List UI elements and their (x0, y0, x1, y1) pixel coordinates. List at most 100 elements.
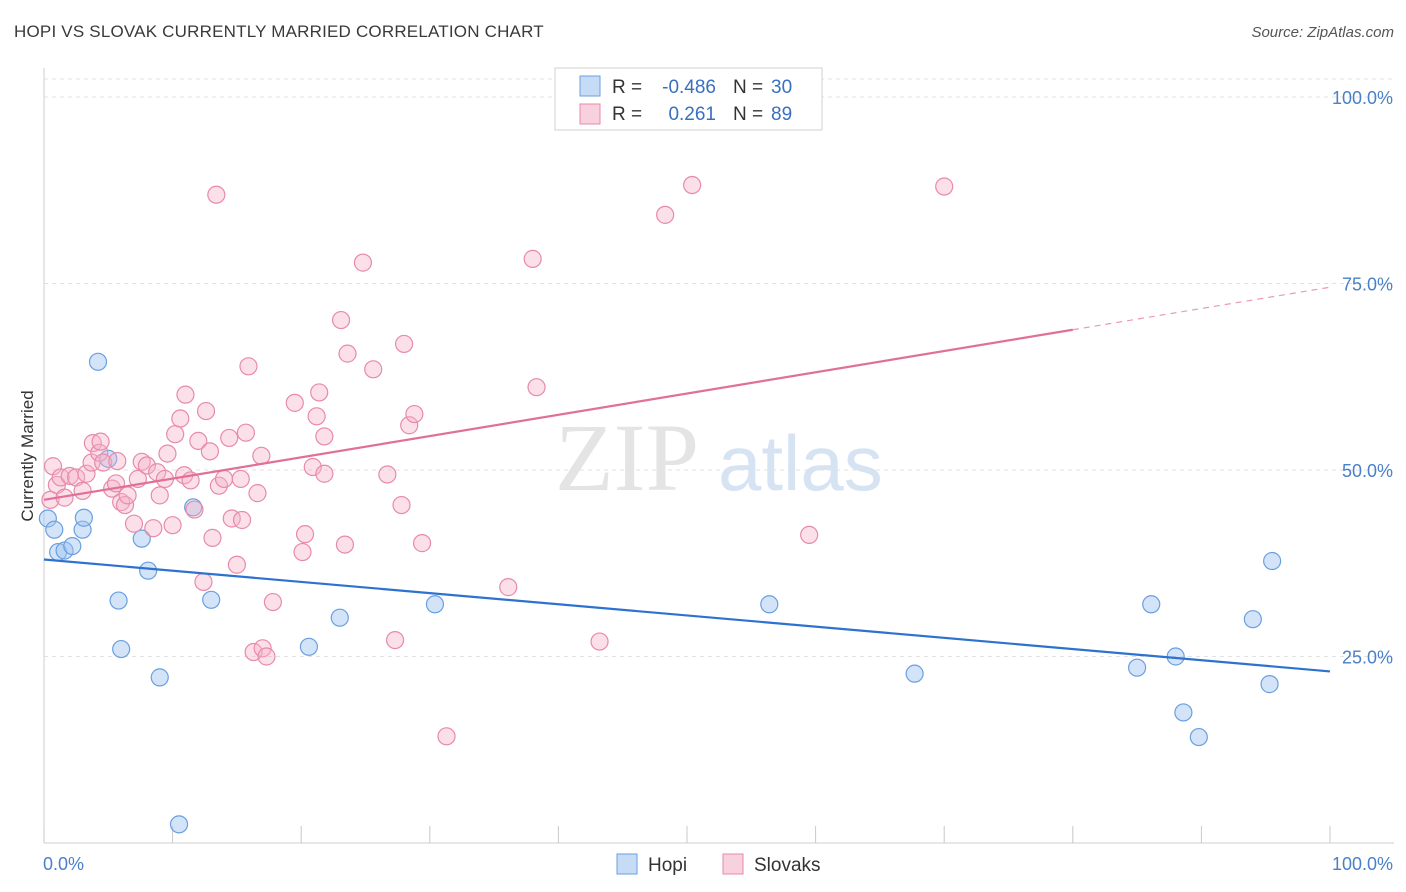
y-tick-label-75: 75.0% (1342, 275, 1393, 295)
hopi-point-26 (1189, 727, 1208, 747)
slovaks-point-36 (189, 431, 208, 451)
hopi-point-6 (74, 508, 93, 527)
slovaks-point-60 (303, 457, 322, 477)
legend-slovaks-n-label: N = (733, 104, 763, 125)
slovaks-point-75 (405, 404, 424, 424)
slovaks-point-23 (137, 456, 156, 475)
legend-slovaks-r-label: R = (612, 104, 642, 125)
slovaks-point-86 (935, 177, 954, 196)
slovaks-point-62 (310, 383, 329, 402)
x-tick-label-0: 0.0% (43, 854, 84, 874)
slovaks-point-35 (185, 500, 204, 519)
slovaks-point-44 (220, 428, 239, 448)
slovaks-point-46 (227, 555, 246, 574)
hopi-point-13 (150, 668, 169, 687)
y-axis-label: Currently Married (18, 390, 37, 521)
slovaks-point-79 (523, 249, 542, 268)
legend-hopi-r-label: R = (612, 77, 642, 98)
slovaks-trend-extension (1072, 286, 1331, 331)
x-tick-label-100: 100.0% (1332, 854, 1393, 874)
slovaks-point-10 (83, 434, 102, 453)
slovaks-point-59 (295, 525, 315, 544)
hopi-point-16 (202, 590, 221, 609)
watermark-atlas: atlas (718, 419, 883, 507)
slovaks-point-77 (437, 727, 456, 746)
axes (43, 68, 1394, 844)
hopi-point-14 (169, 815, 189, 834)
slovaks-point-55 (257, 647, 276, 666)
slovaks-point-39 (200, 442, 219, 461)
slovaks-point-78 (499, 578, 518, 597)
correlation-legend: R = -0.486 N = 30 R = 0.261 N = 89 (554, 67, 823, 131)
hopi-point-22 (1127, 658, 1147, 677)
legend-slovaks-n-value: 89 (771, 104, 792, 125)
slovaks-point-52 (248, 484, 267, 503)
hopi-point-20 (760, 595, 779, 614)
hopi-point-28 (1260, 675, 1279, 694)
slovaks-trend-line (43, 328, 1073, 501)
slovaks-point-56 (263, 592, 283, 612)
legend-hopi-n-value: 30 (771, 77, 792, 98)
slovaks-point-70 (378, 465, 397, 484)
chart-source: Source: ZipAtlas.com (1251, 24, 1394, 41)
slovaks-point-29 (163, 516, 182, 535)
slovaks-point-67 (338, 344, 357, 363)
slovaks-point-13 (94, 453, 113, 472)
y-tick-labels: 100.0% 75.0% 50.0% 25.0% (1332, 88, 1393, 668)
hopi-point-9 (109, 591, 128, 610)
slovaks-point-53 (252, 446, 271, 465)
slovaks-point-48 (232, 510, 252, 530)
slovaks-point-73 (394, 334, 414, 354)
hopi-point-11 (132, 529, 151, 548)
y-tick-label-50: 50.0% (1342, 461, 1393, 481)
hopi-point-12 (139, 561, 158, 580)
legend-slovaks-r-value: 0.261 (668, 104, 716, 125)
slovaks-point-80 (527, 378, 546, 397)
legend-slovaks-swatch (579, 103, 601, 125)
slovaks-point-68 (353, 253, 373, 272)
slovaks-point-19 (118, 486, 137, 505)
legend-hopi-r-value: -0.486 (662, 77, 716, 98)
watermark-zip: ZIP (555, 404, 699, 511)
slovaks-point-66 (335, 535, 355, 554)
slovaks-point-47 (231, 469, 250, 489)
slovaks-point-3 (51, 468, 70, 487)
slovaks-point-8 (77, 464, 96, 483)
slovaks-point-16 (108, 451, 127, 471)
hopi-point-17 (299, 637, 319, 656)
slovaks-point-41 (207, 185, 226, 204)
slovaks-point-50 (239, 357, 258, 376)
hopi-point-19 (425, 595, 445, 614)
bottom-legend-hopi-label: Hopi (648, 855, 687, 876)
hopi-point-0 (38, 509, 57, 528)
hopi-point-18 (330, 608, 349, 627)
hopi-point-1 (45, 520, 64, 539)
hopi-point-27 (1243, 610, 1262, 629)
bottom-legend-slovaks-label: Slovaks (754, 855, 821, 876)
slovaks-point-33 (176, 385, 195, 404)
slovaks-point-64 (315, 464, 334, 483)
slovaks-point-74 (400, 416, 419, 435)
slovaks-point-7 (73, 481, 92, 500)
slovaks-point-20 (124, 514, 144, 533)
slovaks-point-61 (307, 407, 326, 426)
slovaks-point-71 (385, 630, 405, 650)
series-legend: Hopi Slovaks (616, 853, 821, 876)
legend-hopi-swatch (579, 75, 601, 97)
slovaks-point-37 (194, 572, 213, 592)
slovaks-point-49 (236, 423, 256, 442)
hopi-point-21 (905, 664, 924, 683)
slovaks-point-38 (196, 401, 216, 421)
hopi-point-10 (112, 639, 131, 659)
trend-lines (43, 286, 1331, 673)
slovaks-point-28 (158, 444, 177, 463)
chart-title: HOPI VS SLOVAK CURRENTLY MARRIED CORRELA… (14, 22, 544, 41)
slovaks-point-31 (171, 409, 190, 428)
slovaks-point-30 (166, 425, 185, 444)
slovaks-point-81 (590, 632, 609, 651)
hopi-point-25 (1174, 703, 1193, 722)
slovaks-point-26 (150, 486, 169, 505)
slovaks-point-57 (285, 393, 304, 412)
slovaks-point-72 (392, 495, 411, 515)
slovaks-point-43 (214, 469, 234, 489)
